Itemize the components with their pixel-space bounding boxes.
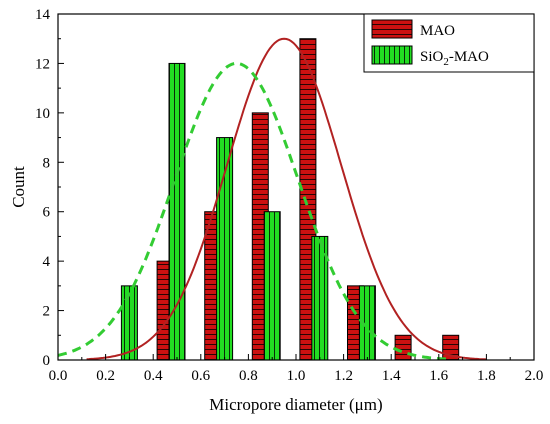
y-axis-title: Count xyxy=(9,166,28,208)
x-tick-label: 0.6 xyxy=(191,368,210,384)
fit-curve-mao xyxy=(86,37,487,361)
y-tick-label: 2 xyxy=(43,304,51,320)
fit-curves-layer xyxy=(57,37,487,361)
bar-mao-5 xyxy=(394,334,412,361)
y-tick-label: 12 xyxy=(35,56,50,72)
y-tick-label: 4 xyxy=(43,254,51,270)
legend-swatch-sio2-mao xyxy=(371,45,413,65)
x-axis-title: Micropore diameter (μm) xyxy=(209,395,382,414)
x-tick-label: 1.0 xyxy=(287,368,306,384)
y-tick-label: 8 xyxy=(43,155,51,171)
legend-label-mao: MAO xyxy=(420,23,455,39)
y-tick-label: 14 xyxy=(35,7,51,23)
fit-curve-sio2-mao xyxy=(57,61,451,361)
legend-label-sio2-mao: SiO2-MAO xyxy=(420,49,489,68)
x-tick-label: 0.2 xyxy=(96,368,115,384)
bars-layer xyxy=(120,38,460,361)
x-tick-label: 1.4 xyxy=(382,368,401,384)
x-tick-label: 0.4 xyxy=(144,368,163,384)
x-tick-label: 2.0 xyxy=(525,368,544,384)
y-tick-label: 0 xyxy=(43,353,51,369)
legend-swatch-mao xyxy=(371,19,413,39)
bar-sio2-mao-3 xyxy=(263,211,281,361)
x-tick-label: 0.8 xyxy=(239,368,258,384)
x-tick-label: 1.6 xyxy=(429,368,448,384)
x-tick-label: 0.0 xyxy=(49,368,68,384)
x-tick-label: 1.8 xyxy=(477,368,496,384)
x-tick-label: 1.2 xyxy=(334,368,353,384)
y-tick-label: 6 xyxy=(43,205,51,221)
y-tick-label: 10 xyxy=(35,106,50,122)
axes-layer: 0.0 0.2 0.4 0.6 0.8 1.0 1.2 1.4 1.6 1.8 2.0 0 2 4 6 8 10… xyxy=(35,7,543,384)
legend: MAO SiO2-MAO xyxy=(363,13,535,73)
